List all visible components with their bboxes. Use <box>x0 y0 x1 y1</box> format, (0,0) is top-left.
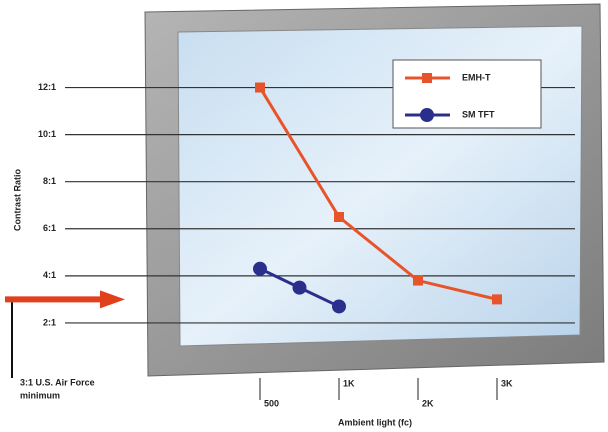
y-tick-label: 6:1 <box>43 223 56 233</box>
data-point <box>255 83 265 93</box>
x-tick-label: 2K <box>422 398 434 408</box>
y-tick-label: 12:1 <box>38 82 56 92</box>
annotation-text: 3:1 U.S. Air Force <box>20 377 95 387</box>
data-point <box>492 294 502 304</box>
annotation-arrow <box>5 290 125 308</box>
data-point <box>253 262 267 276</box>
legend-marker <box>422 73 432 83</box>
y-axis-label: Contrast Ratio <box>12 169 22 232</box>
y-tick-label: 8:1 <box>43 176 56 186</box>
legend-label: SM TFT <box>462 109 495 119</box>
data-point <box>332 299 346 313</box>
y-tick-label: 4:1 <box>43 270 56 280</box>
x-tick-label: 3K <box>501 378 513 388</box>
legend-label: EMH-T <box>462 72 491 82</box>
x-tick-label: 500 <box>264 398 279 408</box>
x-axis-label: Ambient light (fc) <box>338 417 412 427</box>
data-point <box>293 281 307 295</box>
annotation-text: minimum <box>20 390 60 400</box>
chart: Contrast Ratio Ambient light (fc) 3:1 U.… <box>0 0 608 432</box>
y-tick-label: 10:1 <box>38 129 56 139</box>
data-point <box>334 212 344 222</box>
data-point <box>413 276 423 286</box>
legend-marker <box>420 108 434 122</box>
x-tick-label: 1K <box>343 378 355 388</box>
y-tick-label: 2:1 <box>43 317 56 327</box>
